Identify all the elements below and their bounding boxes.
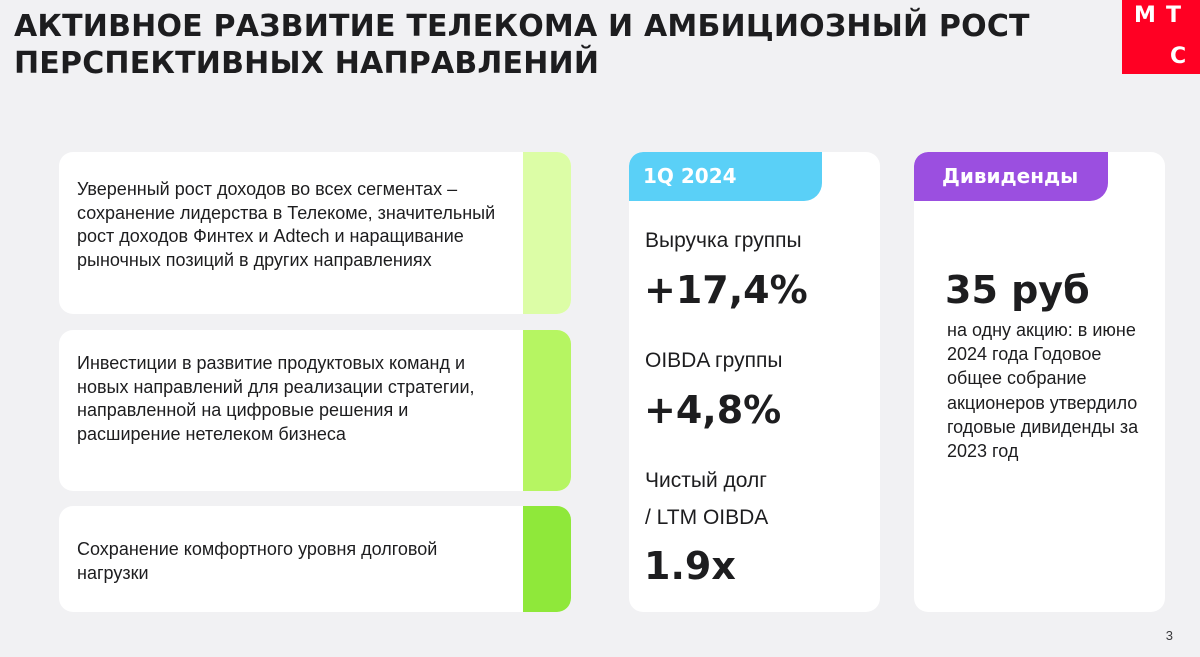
oibda-label: OIBDA группы [645, 349, 783, 372]
dividend-value: 35 руб [945, 268, 1090, 312]
revenue-value: +17,4% [644, 268, 808, 312]
page-title: АКТИВНОЕ РАЗВИТИЕ ТЕЛЕКОМА И АМБИЦИОЗНЫЙ… [14, 9, 1030, 81]
accent-bar [523, 330, 571, 491]
highlight-text: Сохранение комфортного уровня долговой н… [77, 539, 438, 583]
accent-bar [523, 152, 571, 314]
accent-bar [523, 506, 571, 612]
dividend-description: на одну акцию: в июне 2024 года Годовое … [947, 320, 1139, 462]
dividends-tag: Дивиденды [914, 152, 1108, 201]
mts-logo: М Т С [1122, 0, 1200, 74]
logo-letter: М [1134, 3, 1156, 28]
revenue-label: Выручка группы [645, 229, 802, 252]
net-debt-value: 1.9x [644, 544, 736, 588]
page-number: 3 [1165, 628, 1173, 643]
net-debt-label-ltm: / LTM OIBDA [645, 506, 769, 529]
metrics-card: 1Q 2024 Выручка группы +17,4% OIBDA груп… [629, 152, 880, 612]
highlight-text: Инвестиции в развитие продуктовых команд… [77, 353, 475, 444]
dividends-card: Дивиденды 35 руб на одну акцию: в июне 2… [914, 152, 1165, 612]
highlight-card-revenue-growth: Уверенный рост доходов во всех сегментах… [59, 152, 571, 314]
net-debt-label: Чистый долг [645, 469, 767, 492]
highlight-card-investments: Инвестиции в развитие продуктовых команд… [59, 330, 571, 491]
highlight-card-debt-load: Сохранение комфортного уровня долговой н… [59, 506, 571, 612]
oibda-value: +4,8% [644, 388, 782, 432]
period-tag: 1Q 2024 [629, 152, 822, 201]
highlight-text: Уверенный рост доходов во всех сегментах… [77, 179, 496, 270]
logo-letter: С [1170, 44, 1187, 69]
logo-letter: Т [1166, 3, 1182, 28]
